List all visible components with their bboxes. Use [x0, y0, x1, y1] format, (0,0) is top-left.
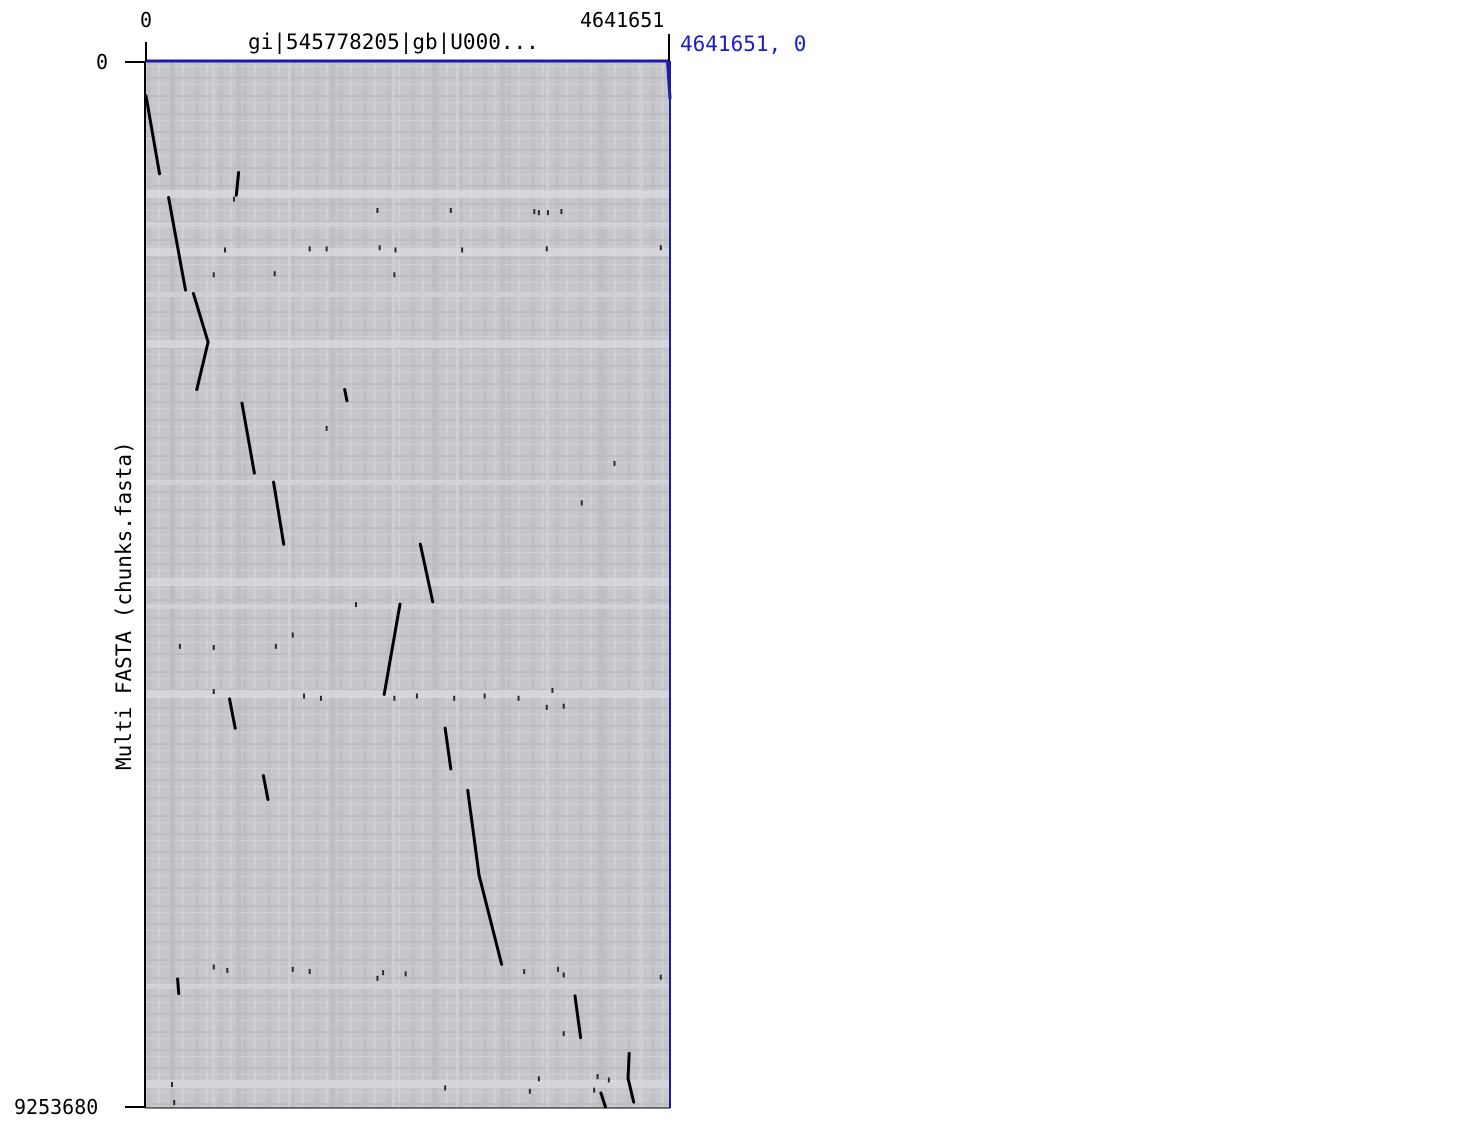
y-axis-label: Multi FASTA (chunks.fasta) — [112, 441, 136, 770]
alignment-point — [376, 975, 379, 981]
alignment-segment — [261, 774, 270, 801]
texture-row — [146, 1080, 670, 1088]
alignment-point — [607, 1077, 610, 1083]
alignment-point — [659, 974, 662, 980]
alignment-point — [212, 644, 215, 650]
alignment-segment — [599, 1091, 607, 1109]
texture-row — [146, 578, 670, 586]
alignment-point — [613, 460, 616, 466]
alignment-point — [461, 247, 464, 253]
alignment-point — [517, 695, 520, 701]
alignment-point — [444, 1085, 447, 1091]
alignment-segment — [272, 480, 286, 546]
alignment-segment — [573, 994, 583, 1040]
texture-row — [146, 292, 670, 297]
alignment-segment — [228, 697, 237, 730]
x-tick-label-end: 4641651 — [580, 8, 664, 32]
alignment-segment — [626, 1076, 636, 1104]
alignment-point — [560, 209, 563, 215]
alignment-point — [593, 1087, 596, 1093]
alignment-segment — [240, 401, 256, 475]
alignment-marks — [144, 60, 672, 1109]
alignment-segment — [477, 873, 504, 966]
plot-texture — [146, 62, 670, 1107]
chart-title: gi|545778205|gb|U000... — [248, 30, 539, 55]
alignment-point — [537, 1076, 540, 1082]
alignment-point — [308, 246, 311, 252]
alignment-point — [303, 693, 306, 699]
y-tick-label-end: 9253680 — [14, 1095, 98, 1119]
alignment-point — [404, 971, 407, 977]
alignment-segment — [191, 292, 210, 344]
y-tick-label-start: 0 — [96, 50, 108, 74]
alignment-point — [545, 704, 548, 710]
alignment-point — [483, 693, 486, 699]
texture-row — [146, 340, 670, 348]
alignment-point — [551, 687, 554, 693]
alignment-point — [354, 602, 357, 608]
alignment-segment — [382, 602, 402, 696]
alignment-point — [233, 196, 236, 202]
alignment-point — [562, 1031, 565, 1037]
alignment-point — [226, 967, 229, 973]
alignment-segment — [144, 94, 162, 176]
alignment-point — [545, 246, 548, 252]
alignment-point — [562, 972, 565, 978]
alignment-point — [378, 245, 381, 251]
alignment-point — [325, 425, 328, 431]
alignment-point — [308, 969, 311, 975]
alignment-point — [274, 643, 277, 649]
alignment-point — [173, 1100, 176, 1106]
x-tick-label-start: 0 — [140, 8, 152, 32]
alignment-point — [449, 207, 452, 213]
alignment-point — [224, 247, 227, 253]
cursor-coordinate-readout: 4641651, 0 — [680, 32, 806, 56]
alignment-segment — [418, 542, 435, 604]
alignment-point — [394, 247, 397, 253]
alignment-point — [562, 703, 565, 709]
alignment-segment — [195, 340, 210, 391]
alignment-segment — [167, 196, 188, 292]
alignment-point — [212, 964, 215, 970]
texture-row — [146, 248, 670, 256]
alignment-point — [325, 246, 328, 252]
alignment-segment — [466, 788, 481, 877]
alignment-point — [533, 209, 536, 215]
alignment-point — [523, 969, 526, 975]
alignment-point — [273, 271, 276, 277]
texture-row — [146, 480, 670, 485]
alignment-segment — [343, 387, 349, 403]
alignment-point — [596, 1074, 599, 1080]
alignment-point — [376, 207, 379, 213]
alignment-point — [393, 272, 396, 278]
alignment-point — [659, 245, 662, 251]
alignment-point — [528, 1088, 531, 1094]
alignment-point — [546, 210, 549, 216]
alignment-segment — [176, 977, 181, 996]
alignment-point — [319, 695, 322, 701]
alignment-point — [453, 695, 456, 701]
alignment-point — [291, 966, 294, 972]
texture-row — [146, 190, 670, 198]
alignment-point — [212, 689, 215, 695]
alignment-point — [382, 970, 385, 976]
alignment-point — [178, 643, 181, 649]
alignment-point — [580, 500, 583, 506]
alignment-point — [291, 632, 294, 638]
alignment-point — [557, 966, 560, 972]
alignment-point — [170, 1081, 173, 1087]
alignment-point — [393, 695, 396, 701]
texture-row — [146, 222, 670, 227]
alignment-point — [212, 272, 215, 278]
texture-row — [146, 984, 670, 989]
texture-row — [146, 604, 670, 609]
alignment-segment — [443, 726, 453, 771]
texture-row — [146, 690, 670, 698]
alignment-segment — [626, 1052, 631, 1080]
alignment-segment — [234, 171, 241, 197]
alignment-point — [415, 693, 418, 699]
alignment-point — [537, 210, 540, 216]
